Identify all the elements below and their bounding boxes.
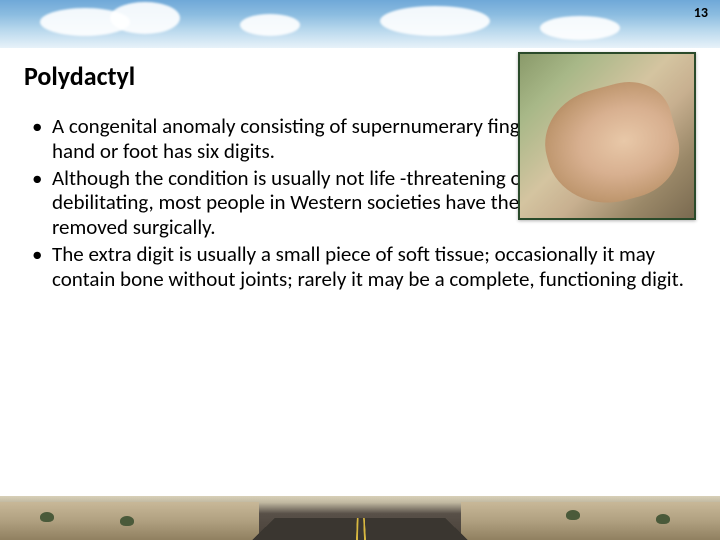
page-number: 13 <box>694 4 708 21</box>
slide-image <box>518 52 696 220</box>
sky-background <box>0 0 720 48</box>
bullet-item: The extra digit is usually a small piece… <box>24 242 696 292</box>
road-background <box>0 496 720 540</box>
